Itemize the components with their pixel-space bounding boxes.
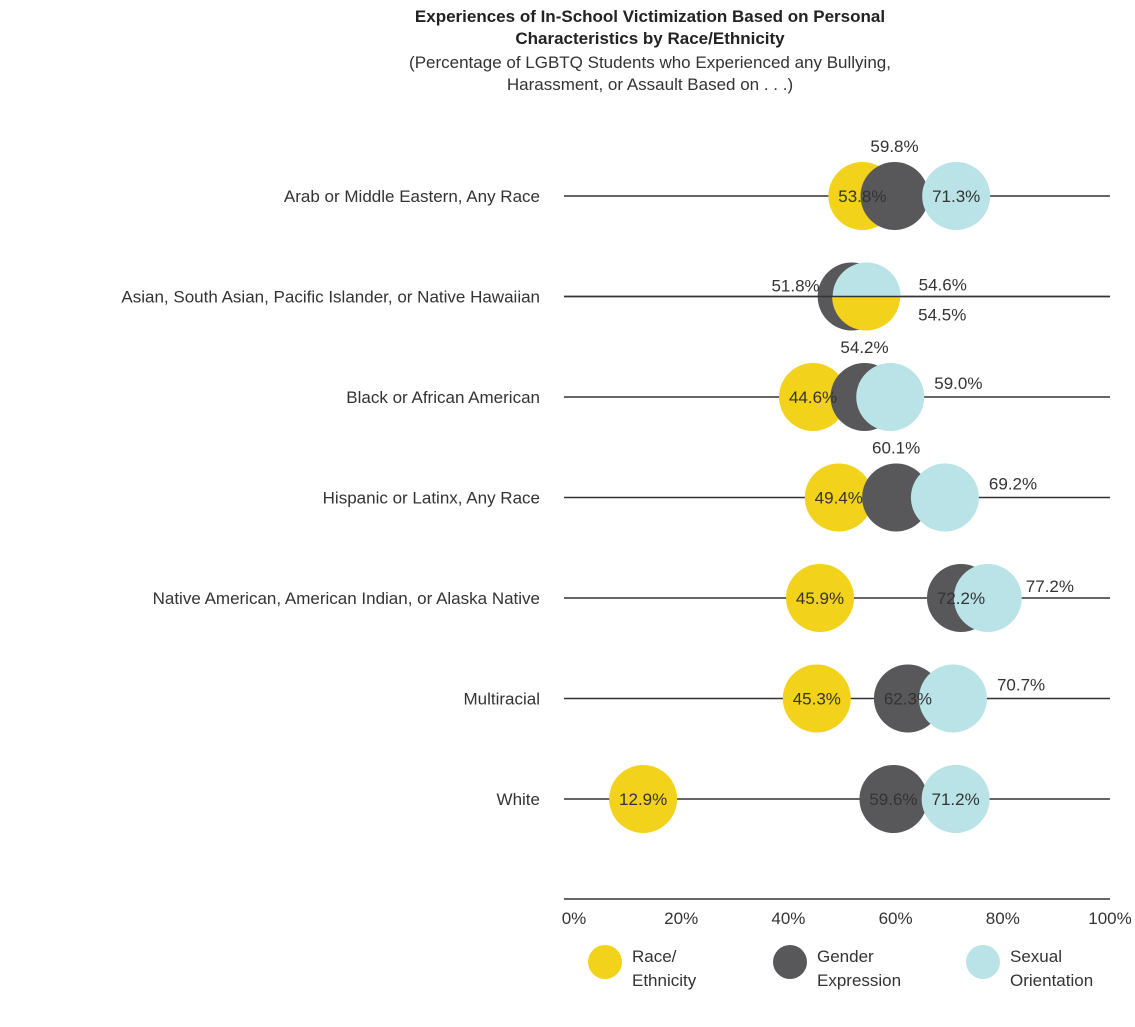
category-label: Arab or Middle Eastern, Any Race [284, 187, 540, 206]
x-tick-label: 40% [771, 909, 805, 928]
category-label: White [497, 790, 540, 809]
category-label: Black or African American [346, 388, 540, 407]
x-tick-label: 100% [1088, 909, 1131, 928]
category-label: Multiracial [463, 690, 540, 709]
dot-sexual [953, 564, 1022, 632]
dot-gender [862, 463, 931, 532]
value-label-sexual: 70.7% [997, 676, 1045, 695]
chart-title: Experiences of In-School Victimization B… [414, 7, 886, 48]
value-label-race: 45.9% [796, 589, 844, 608]
value-label-race: 44.6% [789, 388, 837, 407]
legend-gender-swatch [773, 945, 807, 979]
value-label-sexual: 77.2% [1026, 577, 1074, 596]
dot-sexual [918, 664, 987, 733]
value-label-sexual: 54.6% [919, 276, 967, 295]
dot-gender [860, 162, 929, 230]
value-label-race: 53.8% [838, 187, 886, 206]
dot-gender [859, 765, 928, 833]
dot-race [786, 564, 855, 632]
legend-gender-label: Gender Expression [817, 947, 902, 990]
value-label-gender: 51.8% [771, 277, 819, 296]
dot-sexual [910, 463, 979, 532]
value-label-gender: 59.6% [869, 790, 917, 809]
dot-race [609, 765, 678, 833]
chart-subtitle: (Percentage of LGBTQ Students who Experi… [409, 53, 891, 94]
value-label-gender: 62.3% [884, 690, 932, 709]
category-label: Hispanic or Latinx, Any Race [323, 489, 540, 508]
legend-race-label: Race/ Ethnicity [632, 947, 697, 990]
legend-race: Race/ Ethnicity [588, 945, 742, 993]
value-label-race: 12.9% [619, 790, 667, 809]
dot-race [804, 463, 873, 532]
dot-sexual [856, 363, 925, 431]
x-tick-label: 60% [879, 909, 913, 928]
dot-plot: 0% 20% 40% 60% 80% 100% Arab or Middle Eastern… [121, 137, 1131, 928]
x-tick-label: 80% [986, 909, 1020, 928]
value-label-race: 49.4% [815, 489, 863, 508]
value-label-gender: 72.2% [937, 589, 985, 608]
dot-race [779, 363, 848, 431]
dot-sexual [921, 765, 990, 833]
x-tick-label: 20% [664, 909, 698, 928]
category-label: Asian, South Asian, Pacific Islander, or… [121, 288, 540, 307]
legend-gender: Gender Expression [773, 945, 927, 993]
value-label-sexual: 71.2% [932, 790, 980, 809]
value-label-race: 54.5% [918, 306, 966, 325]
value-label-sexual: 59.0% [934, 374, 982, 393]
value-label-sexual: 71.3% [932, 187, 980, 206]
legend-sexual-swatch [966, 945, 1000, 979]
value-label-race: 45.3% [793, 690, 841, 709]
legend-race-swatch [588, 945, 622, 979]
value-label-gender: 59.8% [870, 137, 918, 156]
chart-header: Experiences of In-School Victimization B… [380, 6, 920, 96]
dot-sexual [922, 162, 991, 230]
dot-race [832, 296, 901, 331]
x-tick-label: 0% [562, 909, 587, 928]
dot-sexual [832, 262, 901, 297]
legend-sexual-label: Sexual Orientation [1010, 947, 1094, 990]
value-label-gender: 60.1% [872, 439, 920, 458]
legend-sexual: Sexual Orientation [966, 945, 1120, 993]
category-label: Native American, American Indian, or Ala… [153, 589, 540, 608]
value-label-gender: 54.2% [840, 338, 888, 357]
value-label-sexual: 69.2% [989, 475, 1037, 494]
dot-race [782, 664, 851, 733]
